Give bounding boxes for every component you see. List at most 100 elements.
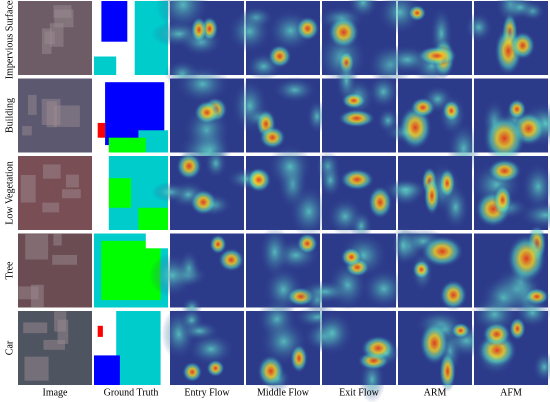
- heat-blob: [290, 343, 308, 373]
- image-cell: [297, 231, 407, 311]
- column-label: Image: [43, 387, 69, 398]
- heat-blob: [416, 45, 458, 67]
- heat-blob: [190, 16, 208, 44]
- photo-detail: [57, 319, 69, 344]
- heat-blob: [481, 321, 512, 347]
- photo-detail: [49, 23, 64, 47]
- heat-blob: [217, 247, 245, 272]
- photo-detail: [42, 202, 60, 213]
- heat-blob: [439, 279, 468, 311]
- image-cell: [377, 0, 472, 84]
- photo-detail: [53, 105, 80, 127]
- label-region: [138, 207, 168, 230]
- photo-detail: [22, 126, 32, 136]
- heat-blob: [407, 4, 427, 22]
- label-region: [145, 233, 168, 249]
- heat-blob: [450, 322, 471, 339]
- row-label: Building: [4, 98, 15, 133]
- heat-blob: [189, 188, 218, 216]
- label-region: [108, 137, 146, 153]
- image-cell: [18, 78, 92, 153]
- row-label: Impervious Surfaces: [4, 0, 15, 79]
- photo-detail: [65, 174, 79, 188]
- heat-blob: [318, 162, 343, 198]
- heat-blob: [272, 76, 317, 103]
- image-cell: [161, 306, 244, 385]
- image-cell: [315, 150, 396, 243]
- heat-blob: [509, 31, 536, 60]
- heat-blob: [347, 0, 379, 20]
- heat-blob: [508, 316, 526, 341]
- image-cell: [303, 310, 402, 402]
- heat-blob: [297, 279, 354, 304]
- image-cell: [246, 297, 343, 393]
- image-cell: [391, 224, 472, 311]
- row-label: Car: [4, 340, 15, 355]
- heat-blob: [259, 125, 286, 150]
- heat-blob: [442, 99, 461, 122]
- heat-blob: [420, 235, 464, 268]
- heat-blob: [182, 361, 203, 383]
- label-region: [94, 56, 117, 75]
- image-grid: [18, 0, 550, 402]
- image-cell: [231, 76, 328, 153]
- heat-blob: [204, 147, 228, 179]
- heat-blob: [267, 143, 313, 190]
- heat-blob: [360, 335, 396, 362]
- heat-blob: [259, 225, 291, 279]
- label-region: [97, 122, 106, 138]
- image-cell: [382, 156, 472, 231]
- heat-blob: [464, 11, 493, 43]
- heat-blob: [339, 168, 375, 191]
- heat-blob: [521, 162, 550, 211]
- heat-blob: [532, 351, 550, 383]
- image-cell: [474, 78, 550, 163]
- photo-detail: [23, 322, 48, 334]
- heat-blob: [438, 167, 456, 199]
- image-cell: [94, 233, 168, 308]
- image-cell: [227, 1, 320, 81]
- heat-blob: [410, 97, 436, 118]
- heat-blob: [149, 252, 195, 298]
- photo-detail: [41, 28, 52, 54]
- photo-detail: [30, 284, 44, 308]
- heat-blob: [206, 359, 225, 378]
- column-label: Ground Truth: [104, 387, 159, 398]
- heat-blob: [361, 268, 407, 310]
- photo-detail: [52, 254, 78, 265]
- column-label: Exit Flow: [339, 387, 380, 398]
- row-label: Low Vegetation: [4, 161, 15, 224]
- image-cell: [94, 311, 168, 385]
- photo-detail: [54, 9, 74, 28]
- photo-detail: [54, 311, 67, 332]
- heat-blob: [193, 100, 221, 125]
- heat-blob: [267, 44, 292, 69]
- photo-detail: [25, 234, 49, 260]
- photo-detail: [43, 339, 65, 350]
- label-region: [94, 156, 109, 230]
- heat-blob: [419, 320, 450, 366]
- heat-blob: [151, 181, 189, 203]
- image-cell: [18, 1, 92, 75]
- label-region: [94, 355, 120, 385]
- image-cell: [464, 0, 548, 76]
- heat-blob: [178, 320, 221, 342]
- image-cell: [94, 78, 168, 153]
- image-cell: [322, 57, 400, 153]
- heat-blob: [335, 57, 358, 104]
- photo-detail: [42, 164, 61, 179]
- photo-detail: [53, 233, 62, 246]
- label-region: [116, 311, 161, 385]
- label-region: [101, 1, 128, 42]
- heat-blob: [412, 259, 431, 280]
- photo-detail: [20, 174, 36, 203]
- photo-detail: [28, 94, 37, 115]
- heat-blob: [439, 350, 457, 392]
- photo-detail: [46, 101, 57, 128]
- label-region: [97, 325, 103, 337]
- row-label: Tree: [4, 261, 15, 280]
- image-cell: [18, 156, 92, 230]
- photo-detail: [61, 189, 81, 199]
- heat-blob: [209, 234, 227, 255]
